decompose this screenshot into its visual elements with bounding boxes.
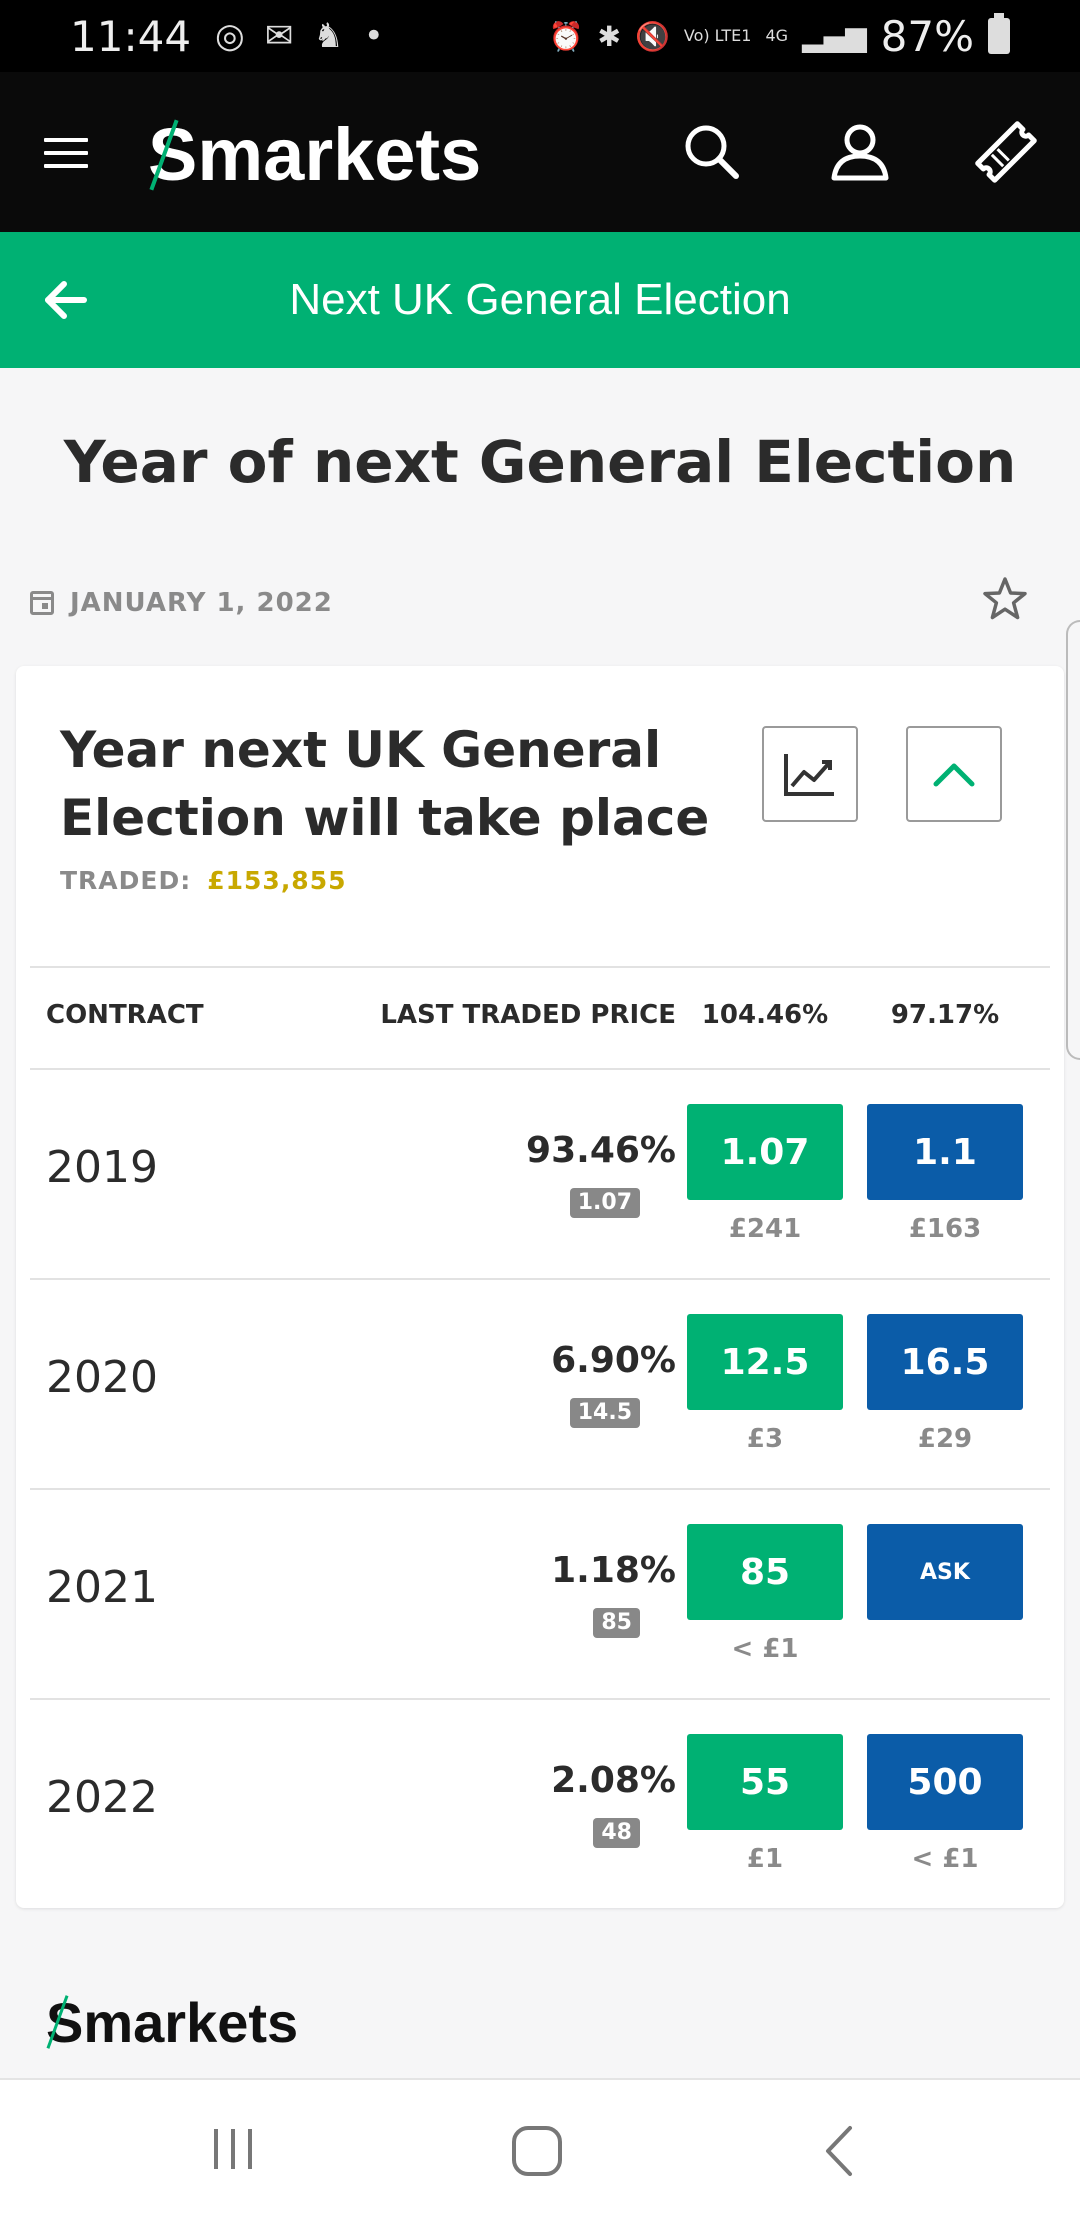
back-liquidity: £3 xyxy=(746,1424,784,1454)
back-arrow-icon[interactable] xyxy=(40,278,88,322)
system-navigation-bar xyxy=(0,2078,1080,2220)
back-price-button[interactable]: 12.5 xyxy=(687,1314,843,1410)
last-traded-percent: 2.08% xyxy=(551,1760,676,1801)
divider xyxy=(30,1068,1050,1070)
gmail-icon: ✉ xyxy=(264,16,294,56)
mute-icon: 🔇 xyxy=(634,19,670,53)
favourite-star-icon[interactable] xyxy=(982,576,1028,622)
network-label: 4G xyxy=(765,26,789,45)
ask-button[interactable]: ASK xyxy=(867,1524,1023,1620)
lay-price-button[interactable]: 16.5 xyxy=(867,1314,1023,1410)
column-header-back-total: 104.46% xyxy=(701,1000,829,1030)
contract-name: 2022 xyxy=(46,1772,158,1823)
contract-row-2019: 2019 93.46% 1.07 1.07 1.1 £241 £163 xyxy=(16,1070,1064,1280)
status-bar: 11:44 ◎ ✉ ♞ • ⏰ ✱ 🔇 Vo) LTE1 4G ▂▄▆ 87% xyxy=(0,0,1080,72)
home-icon[interactable] xyxy=(510,2124,564,2178)
system-back-icon[interactable] xyxy=(822,2124,856,2178)
last-traded-odds-badge: 85 xyxy=(593,1608,640,1638)
divider xyxy=(30,1278,1050,1280)
logo-wordmark: markets xyxy=(83,1991,299,2054)
event-navigation-bar: Next UK General Election xyxy=(0,232,1080,368)
bluetooth-icon: ✱ xyxy=(597,19,621,53)
chart-icon xyxy=(784,754,834,796)
price-chart-button[interactable] xyxy=(762,726,858,822)
market-card: Year next UK General Election will take … xyxy=(16,666,1064,1908)
logo-letter: S xyxy=(148,113,198,196)
date-text: JANUARY 1, 2022 xyxy=(70,588,333,618)
last-traded-odds-badge: 14.5 xyxy=(569,1398,640,1428)
lay-price-button[interactable]: 500 xyxy=(867,1734,1023,1830)
signal-icon: ▂▄▆ xyxy=(802,19,867,53)
last-traded-odds-badge: 1.07 xyxy=(569,1188,640,1218)
back-liquidity: < £1 xyxy=(731,1634,799,1664)
back-liquidity: £1 xyxy=(746,1844,784,1874)
column-header-last-traded-price: LAST TRADED PRICE xyxy=(380,1000,676,1030)
lay-liquidity: £163 xyxy=(908,1214,982,1244)
search-icon[interactable] xyxy=(680,120,744,184)
contract-row-2022: 2022 2.08% 48 55 500 £1 < £1 xyxy=(16,1700,1064,1910)
traded-volume: TRADED: £153,855 xyxy=(60,866,347,895)
column-header-contract: CONTRACT xyxy=(46,1000,204,1030)
lay-price-button[interactable]: 1.1 xyxy=(867,1104,1023,1200)
divider xyxy=(30,1488,1050,1490)
calendar-icon xyxy=(30,591,54,615)
contract-name: 2019 xyxy=(46,1142,158,1193)
side-drawer-handle[interactable] xyxy=(1066,620,1080,1060)
account-icon[interactable] xyxy=(828,120,892,184)
page-title: Year of next General Election xyxy=(63,428,1017,496)
lay-liquidity: < £1 xyxy=(911,1844,979,1874)
battery-percent: 87% xyxy=(880,11,974,61)
menu-icon[interactable] xyxy=(44,138,88,168)
divider xyxy=(30,966,1050,968)
last-traded-percent: 93.46% xyxy=(526,1130,676,1171)
battery-icon xyxy=(988,13,1010,54)
betslip-ticket-icon[interactable] xyxy=(974,120,1038,184)
contract-row-2021: 2021 1.18% 85 85 ASK < £1 xyxy=(16,1490,1064,1700)
back-price-button[interactable]: 1.07 xyxy=(687,1104,843,1200)
traded-value: £153,855 xyxy=(207,866,347,895)
chrome-icon: ◎ xyxy=(215,16,245,56)
logo-letter: S xyxy=(46,1991,84,2054)
traded-label: TRADED: xyxy=(60,866,192,895)
event-title[interactable]: Next UK General Election xyxy=(289,275,791,324)
collapse-market-button[interactable] xyxy=(906,726,1002,822)
contract-row-2020: 2020 6.90% 14.5 12.5 16.5 £3 £29 xyxy=(16,1280,1064,1490)
more-notifications-dot: • xyxy=(363,16,384,56)
divider xyxy=(30,1698,1050,1700)
contract-name: 2020 xyxy=(46,1352,158,1403)
lay-liquidity: £29 xyxy=(917,1424,973,1454)
recent-apps-icon[interactable] xyxy=(208,2124,258,2174)
contract-name: 2021 xyxy=(46,1562,158,1613)
last-traded-percent: 1.18% xyxy=(551,1550,676,1591)
market-title: Year next UK General Election will take … xyxy=(60,721,710,847)
event-date: JANUARY 1, 2022 xyxy=(30,588,333,618)
column-header-lay-total: 97.17% xyxy=(890,1000,1000,1030)
chevron-up-icon xyxy=(933,763,975,787)
notification-icon: ♞ xyxy=(313,16,344,56)
last-traded-odds-badge: 48 xyxy=(593,1818,640,1848)
volte-label: Vo) LTE1 xyxy=(683,26,752,45)
back-price-button[interactable]: 55 xyxy=(687,1734,843,1830)
last-traded-percent: 6.90% xyxy=(551,1340,676,1381)
logo-wordmark: markets xyxy=(197,113,482,196)
back-price-button[interactable]: 85 xyxy=(687,1524,843,1620)
back-liquidity: £241 xyxy=(728,1214,802,1244)
alarm-icon: ⏰ xyxy=(548,19,584,53)
status-time: 11:44 xyxy=(70,11,192,61)
